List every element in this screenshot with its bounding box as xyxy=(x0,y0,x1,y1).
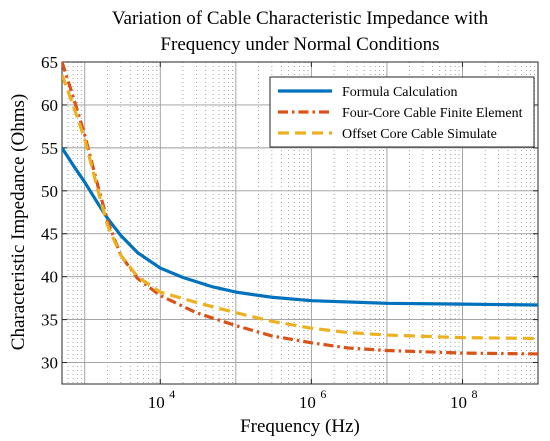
y-axis-label: Characteristic Impedance (Ohms) xyxy=(8,94,29,350)
x-axis-label: Frequency (Hz) xyxy=(240,416,360,437)
y-tick-label: 40 xyxy=(41,268,58,287)
series-line-3 xyxy=(62,74,538,341)
y-tick-label: 60 xyxy=(41,96,58,115)
y-tick-label: 50 xyxy=(41,182,58,201)
axes xyxy=(61,61,539,385)
y-tick-label: 65 xyxy=(41,53,58,72)
legend-label-2: Four-Core Cable Finite Element xyxy=(342,106,523,121)
x-tick-label-exponent: 4 xyxy=(169,387,175,401)
x-tick-label-exponent: 6 xyxy=(320,387,326,401)
y-tick-label: 35 xyxy=(41,311,58,330)
x-tick-label: 10 xyxy=(299,393,316,412)
legend: Formula Calculation Four-Core Cable Finit… xyxy=(269,76,535,148)
chart-title-line-2: Frequency under Normal Conditions xyxy=(160,34,439,55)
legend-label-1: Formula Calculation xyxy=(342,85,457,100)
series-line-1 xyxy=(62,147,538,307)
y-tick-label: 45 xyxy=(41,225,58,244)
y-tick-label: 55 xyxy=(41,139,58,158)
legend-label-3: Offset Core Cable Simulate xyxy=(342,127,497,142)
chart-title: Variation of Cable Characteristic Impeda… xyxy=(112,8,489,55)
plot-series xyxy=(62,62,538,356)
axes-box xyxy=(61,61,539,385)
x-tick-label: 10 xyxy=(450,393,467,412)
x-tick-label: 10 xyxy=(148,393,165,412)
y-tick-label: 30 xyxy=(41,354,58,373)
chart-title-line-1: Variation of Cable Characteristic Impeda… xyxy=(112,8,489,29)
x-tick-label-exponent: 8 xyxy=(471,387,477,401)
tick-labels: 30 35 40 45 50 55 60 65 10 4 10 6 10 8 xyxy=(41,53,477,412)
